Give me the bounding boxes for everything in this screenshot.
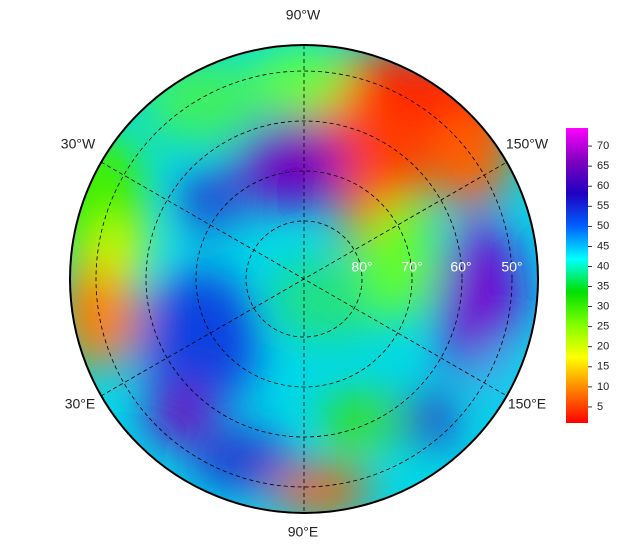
colorbar-tick-label: 45: [597, 240, 609, 252]
field: [70, 45, 538, 513]
lon-label: 30°E: [65, 396, 96, 412]
lat-label: 80°: [351, 259, 372, 275]
colorbar-tick-label: 5: [597, 401, 603, 413]
colorbar-tick-label: 20: [597, 341, 609, 353]
colorbar-tick-label: 25: [597, 321, 609, 333]
colorbar: [566, 128, 588, 423]
lon-label: 150°W: [506, 136, 549, 152]
colorbar-tick-label: 15: [597, 361, 609, 373]
lon-label: 150°E: [508, 396, 546, 412]
longitude-labels: 90°W 30°W 150°W 30°E 150°E 90°E: [61, 7, 549, 540]
lon-label: 30°W: [61, 136, 96, 152]
lon-label: 90°E: [288, 524, 319, 540]
lon-label: 90°W: [286, 7, 321, 23]
graticule: [95, 45, 513, 513]
latitude-labels: 80° 70° 60° 50°: [351, 259, 522, 275]
colorbar-tick-label: 60: [597, 180, 609, 192]
lat-label: 60°: [450, 259, 471, 275]
lat-label: 50°: [501, 259, 522, 275]
map-border: [69, 44, 539, 514]
colorbar-tick-label: 65: [597, 160, 609, 172]
colorbar-tick-label: 55: [597, 200, 609, 212]
colorbar-tick-label: 35: [597, 280, 609, 292]
colorbar-tick-label: 40: [597, 260, 609, 272]
colorbar-tick-label: 30: [597, 301, 609, 313]
lat-label: 70°: [401, 259, 422, 275]
colorbar-tick-label: 10: [597, 381, 609, 393]
colorbar-tick-label: 50: [597, 220, 609, 232]
colorbar-tick-label: 70: [597, 140, 609, 152]
